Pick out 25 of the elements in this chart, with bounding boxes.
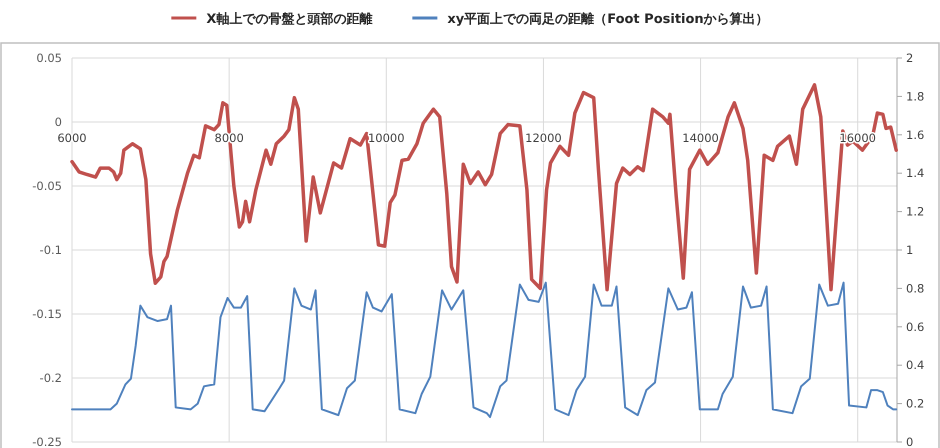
legend-label: xy平面上での両足の距離（Foot Positionから算出） bbox=[447, 12, 769, 27]
x-tick-label: 12000 bbox=[525, 131, 562, 145]
y-tick-label: -0.2 bbox=[40, 371, 62, 385]
y-tick-label: -0.1 bbox=[40, 243, 62, 257]
y-tick-label: 0.05 bbox=[36, 51, 62, 65]
y2-tick-label: 0.4 bbox=[906, 358, 924, 372]
y2-tick-label: 0.6 bbox=[906, 320, 924, 334]
y2-tick-label: 1.4 bbox=[906, 166, 924, 180]
y2-tick-label: 0.2 bbox=[906, 396, 924, 411]
y-tick-label: -0.25 bbox=[32, 435, 62, 448]
y2-tick-label: 0.8 bbox=[906, 281, 924, 296]
x-tick-label: 6000 bbox=[57, 131, 87, 145]
y-tick-label: -0.05 bbox=[32, 179, 62, 193]
y2-tick-label: 0 bbox=[906, 435, 914, 448]
line-series bbox=[71, 282, 898, 418]
x-tick-label: 14000 bbox=[682, 131, 719, 145]
y-tick-label: 0 bbox=[54, 115, 62, 129]
y-tick-label: -0.15 bbox=[32, 307, 62, 321]
y2-tick-label: 1.8 bbox=[906, 89, 924, 104]
legend-label: X軸上での骨盤と頭部の距離 bbox=[206, 11, 372, 27]
y2-tick-label: 1 bbox=[906, 243, 914, 257]
x-tick-label: 10000 bbox=[368, 131, 405, 145]
y2-tick-label: 2 bbox=[906, 51, 914, 65]
y2-tick-label: 1.2 bbox=[906, 204, 924, 219]
y2-tick-label: 1.6 bbox=[906, 128, 924, 142]
